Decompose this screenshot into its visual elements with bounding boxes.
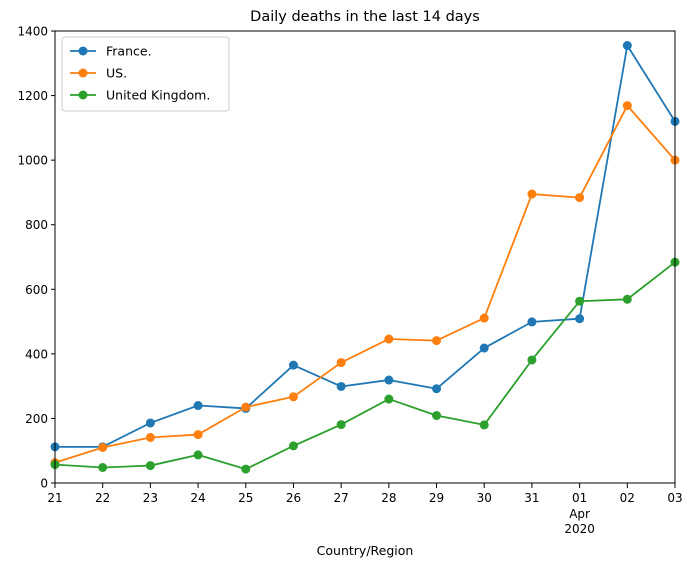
data-point [336,381,346,391]
x-tick-label: 27 [334,491,349,505]
data-point [336,420,346,430]
data-point [479,343,489,353]
x-tick-label: 24 [190,491,205,505]
x-axis-label: Country/Region [317,543,414,558]
y-tick-label: 1400 [17,25,48,39]
data-point [193,401,203,411]
chart-title: Daily deaths in the last 14 days [250,9,480,25]
x-tick-label: 01 [572,491,587,505]
x-tick-label: 28 [381,491,396,505]
data-point [432,411,442,421]
data-point [575,193,585,203]
data-point [98,463,108,473]
series-line [55,44,676,448]
data-point [622,41,632,51]
plot-area: 0 200 400 600 800 1000 1200 1400 21 22 23 24 25 26 27 2… [17,25,682,537]
data-point [241,402,251,412]
series-line [54,261,676,471]
data-point [288,441,298,451]
data-point [432,336,442,346]
data-point [575,314,585,324]
data-point [193,450,203,460]
y-tick-label: 200 [25,412,48,426]
x-tick-label: 30 [477,491,492,505]
y-tick-label: 800 [25,218,48,232]
data-point [384,375,394,385]
legend-swatch-marker [78,68,88,78]
legend-entry-label: US. [106,66,127,81]
y-tick-label: 0 [40,477,48,491]
data-point [241,464,251,474]
data-point [432,384,442,394]
legend-swatch-marker [78,90,88,100]
data-point [336,358,346,368]
x-tick-label: 02 [620,491,635,505]
data-point [527,189,537,199]
data-point [479,420,489,430]
y-tick-label: 600 [25,283,48,297]
y-tick-label: 1000 [17,154,48,168]
legend-entry-label: United Kingdom. [106,88,210,103]
x-tick-label: 03 [667,491,682,505]
x-tick-label: 29 [429,491,444,505]
data-point [384,334,394,344]
data-point [527,317,537,327]
x-tick-label: 21 [47,491,62,505]
plot-frame [54,30,676,484]
x-tick-label: 23 [143,491,158,505]
x-secondary-label: Apr [569,507,590,521]
series-line [54,104,676,464]
y-tick-label: 400 [25,347,48,361]
data-point [622,101,632,111]
data-point [622,294,632,304]
data-point [288,392,298,402]
legend-box [61,36,230,112]
legend-swatch-marker [78,46,88,56]
data-point [145,432,155,442]
x-tick-label: 31 [524,491,539,505]
data-point [193,430,203,440]
legend-entry-label: France. [106,44,152,59]
x-tick-label: 22 [95,491,110,505]
data-point [384,394,394,404]
data-point [98,442,108,452]
x-tick-label: 26 [286,491,301,505]
data-point [145,418,155,428]
x-tick-label: 25 [238,491,253,505]
data-point [145,461,155,471]
y-tick-label: 1200 [17,89,48,103]
x-secondary-label: 2020 [564,522,595,536]
data-point [527,355,537,365]
data-point [288,360,298,370]
data-point [479,313,489,323]
data-point [575,296,585,306]
legend: France. US. United Kingdom. [61,36,230,112]
